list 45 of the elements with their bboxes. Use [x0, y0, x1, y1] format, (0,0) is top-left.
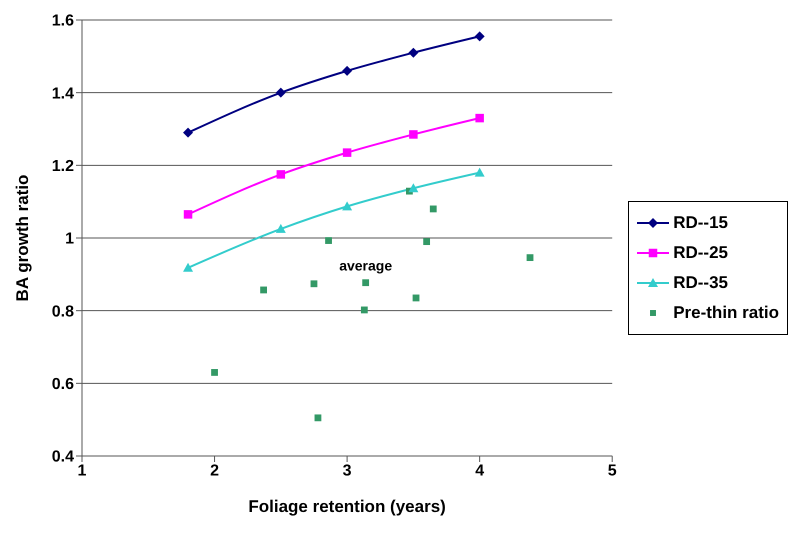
- y-axis-title: BA growth ratio: [13, 174, 32, 302]
- point: [474, 168, 485, 177]
- point: [360, 306, 368, 314]
- point: [325, 237, 332, 244]
- point: [183, 262, 194, 272]
- point: [408, 48, 418, 58]
- x-tick-label: 5: [608, 462, 617, 480]
- point: [276, 224, 286, 233]
- point: [260, 286, 267, 294]
- point: [276, 170, 286, 179]
- legend-label: RD--25: [673, 243, 728, 263]
- legend-label: RD--15: [673, 213, 728, 233]
- point: [408, 183, 418, 192]
- point: [423, 238, 430, 246]
- point: [409, 130, 418, 139]
- point: [475, 114, 484, 122]
- point: [430, 206, 437, 212]
- x-tick-label: 3: [342, 462, 352, 480]
- y-tick-label: 1.2: [52, 158, 74, 176]
- x-tick-label: 1: [78, 462, 87, 480]
- point: [314, 414, 322, 422]
- point: [276, 88, 286, 98]
- point: [183, 128, 194, 138]
- x-tick-label: 2: [210, 462, 220, 480]
- x-axis-title: Foliage retention (years): [248, 497, 446, 516]
- point: [342, 66, 352, 76]
- annotation: average: [339, 258, 392, 274]
- y-tick-label: 1.4: [52, 85, 74, 102]
- y-tick-label: 0.6: [52, 376, 74, 394]
- x-tick-label: 4: [475, 462, 484, 480]
- y-tick-label: 1: [65, 230, 74, 248]
- point: [412, 294, 420, 302]
- point: [474, 31, 485, 42]
- point: [211, 369, 218, 376]
- point: [362, 279, 370, 286]
- point: [184, 210, 192, 219]
- point: [310, 280, 318, 288]
- point: [342, 201, 352, 210]
- legend-label: RD--35: [673, 273, 728, 293]
- y-tick-label: 0.4: [52, 448, 74, 466]
- point: [342, 148, 352, 157]
- y-tick-label: 0.8: [52, 303, 74, 320]
- point: [526, 254, 534, 262]
- legend-label: Pre-thin ratio: [673, 303, 779, 323]
- y-tick-label: 1.6: [52, 12, 74, 30]
